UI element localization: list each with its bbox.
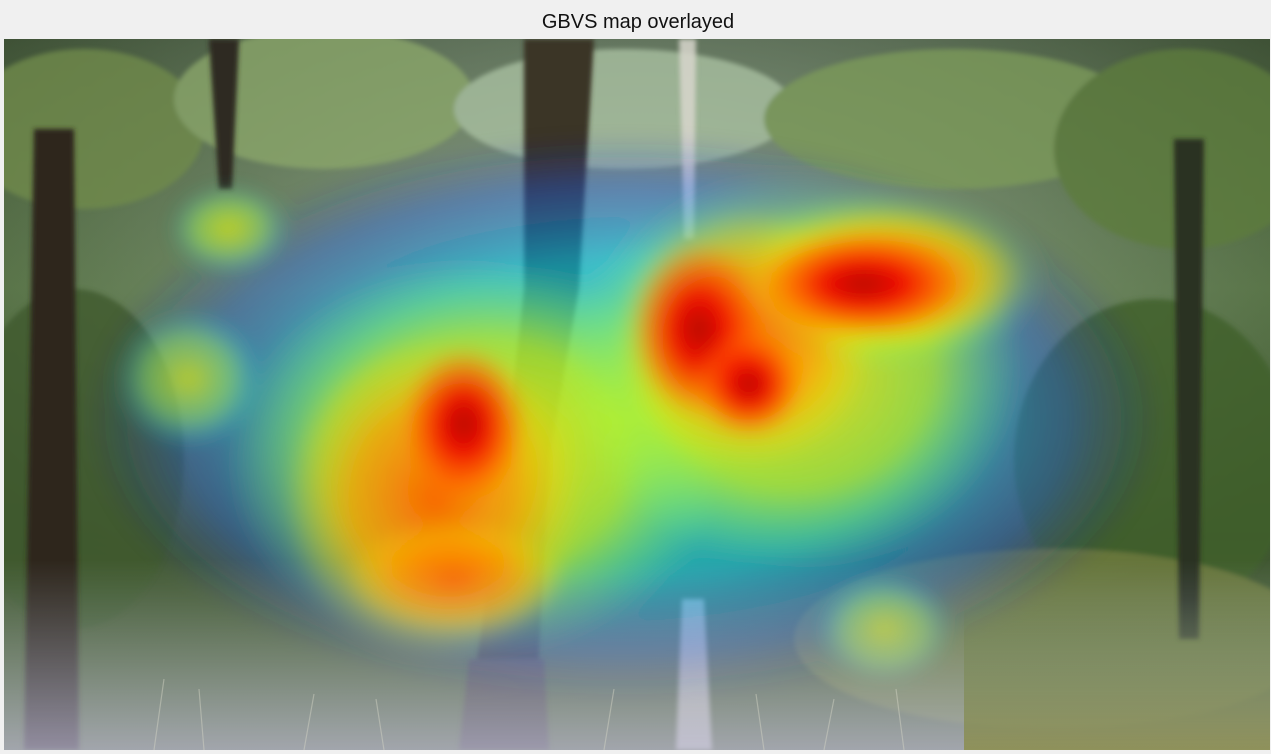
image-axes: [4, 39, 1270, 750]
figure-title: GBVS map overlayed: [541, 11, 735, 33]
saliency-overlay-image: [4, 39, 1270, 750]
